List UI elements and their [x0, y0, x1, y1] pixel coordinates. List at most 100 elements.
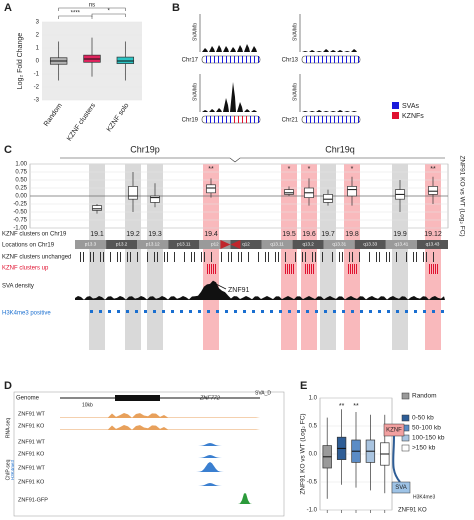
gene-label: ZNF91 [228, 287, 250, 294]
centromere [220, 240, 241, 249]
cluster-tick [322, 252, 323, 262]
signal-track [60, 462, 260, 472]
cluster-tick [127, 252, 128, 262]
chromosome-label: Chr17 [182, 58, 199, 64]
sva-tick [238, 56, 239, 63]
cytoband [137, 240, 169, 249]
legend-label: KZNFs [402, 113, 424, 120]
sva-tick [218, 56, 219, 63]
legend-swatch [401, 414, 410, 422]
sva-tick [310, 56, 311, 63]
cluster-tick [349, 252, 350, 262]
x-tick-label: 19.4 [204, 231, 218, 238]
h3k4me3-mark [423, 310, 426, 313]
up-tick [311, 264, 312, 274]
y-axis-label: SVA/Mb [292, 23, 298, 41]
h3k4me3-mark [180, 310, 183, 313]
signal-track [60, 483, 260, 486]
cluster-tick [433, 252, 434, 262]
cluster-tick [157, 252, 158, 262]
sva-tick [222, 116, 223, 123]
h3k4me3-mark [441, 310, 444, 313]
cluster-tick [305, 252, 306, 262]
sva-tick [330, 116, 331, 123]
sva-label: SVA_D [255, 390, 271, 396]
sva-tick [354, 116, 355, 123]
h3k4me3-mark [108, 310, 111, 313]
cluster-tick [184, 252, 185, 262]
h3k4me3-mark [360, 310, 363, 313]
cluster-tick [406, 252, 407, 262]
cluster-tick [386, 252, 387, 262]
y-tick-label: 0 [36, 59, 40, 65]
legend-label: SVAs [402, 103, 419, 110]
cluster-tick [117, 252, 118, 262]
density-area [300, 110, 357, 112]
diagram-label: ZNF91 KO [398, 508, 427, 514]
h3k4me3-mark [198, 310, 201, 313]
sva-tick [214, 56, 215, 63]
cytoband [416, 240, 448, 249]
cluster-band [125, 164, 141, 350]
sva-tick [314, 116, 315, 123]
cluster-tick [164, 252, 165, 262]
cluster-tick [228, 252, 229, 262]
cluster-tick [339, 252, 340, 262]
y-tick-label: 3 [36, 20, 40, 26]
arm-bracket [234, 157, 445, 163]
cluster-tick [426, 252, 427, 262]
y-axis-label: SVA/Mb [292, 83, 298, 101]
density-area [200, 82, 257, 112]
sva-tick [338, 56, 339, 63]
sva-tick [322, 56, 323, 63]
exon [115, 395, 160, 401]
y-tick-label: -1.0 [307, 508, 318, 514]
sva-tick [318, 116, 319, 123]
panel-label: B [172, 2, 180, 14]
sva-tick [230, 56, 231, 63]
h3k4me3-mark [153, 310, 156, 313]
h3k4me3-mark [405, 310, 408, 313]
cluster-tick [376, 252, 377, 262]
cluster-band [281, 164, 297, 350]
cytoband-label: p13.12 [146, 242, 160, 247]
cytoband-label: q13.11 [270, 242, 284, 247]
h3k4me3-mark [378, 310, 381, 313]
cluster-tick [302, 252, 303, 262]
row-label: Locations on Chr19 [2, 243, 55, 249]
significance-bracket [91, 13, 126, 17]
sva-tick [358, 116, 359, 123]
sva-tick [246, 56, 247, 63]
panel-label: A [4, 2, 12, 14]
track-group: RNA-seq [5, 418, 11, 439]
sva-tick [306, 116, 307, 123]
legend-label: 100-150 kb [412, 435, 445, 442]
up-tick [211, 264, 212, 274]
sva-tick [222, 56, 223, 63]
up-tick [354, 264, 355, 274]
y-axis-label: SVA/Mb [192, 83, 198, 101]
sva-tick [234, 116, 235, 123]
up-tick [309, 264, 310, 274]
cluster-tick [93, 252, 94, 262]
x-tick-label: 19.3 [148, 231, 162, 238]
up-tick [291, 264, 292, 274]
cluster-tick [83, 252, 84, 262]
sva-tick [206, 56, 207, 63]
cluster-band [89, 164, 105, 350]
track-group: ChIP-seq [5, 459, 11, 480]
up-tick [352, 264, 353, 274]
sva-tick [238, 116, 239, 123]
cluster-tick [241, 252, 242, 262]
cluster-tick [120, 252, 121, 262]
scale-label: 10kb [82, 402, 93, 408]
legend-swatch [401, 434, 410, 442]
h3k4me3-mark [342, 310, 345, 313]
y-tick-label: -0.5 [307, 480, 318, 486]
sva-tick [218, 116, 219, 123]
x-tick-label: 19.1 [90, 231, 104, 238]
x-tick-label: 19.9 [393, 231, 407, 238]
up-tick [215, 264, 216, 274]
sva-tick [318, 56, 319, 63]
cytoband-label: q13.31 [332, 242, 346, 247]
